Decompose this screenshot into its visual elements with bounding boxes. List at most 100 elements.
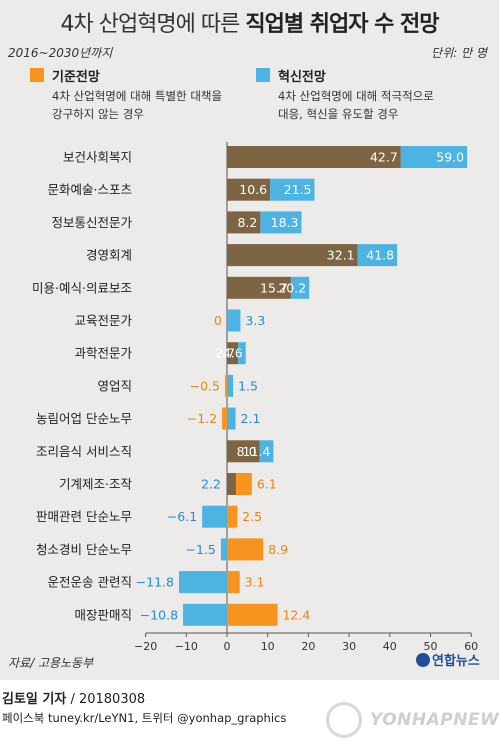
watermark: YONHAPNEWS <box>320 700 499 744</box>
data-label-base: 2.5 <box>242 509 262 524</box>
data-label-innov: −11.8 <box>136 575 174 590</box>
bar-innov <box>260 211 302 234</box>
bar-overlap <box>227 244 358 267</box>
data-label-base: 8.2 <box>237 215 257 230</box>
bar-overlap <box>227 440 260 463</box>
bar-chart: −20 −10 0 10 20 30 40 50 60 보건사회복지 42.7 59.0 문화예술·스포… <box>32 142 478 653</box>
bar-innov <box>400 146 468 168</box>
x-tick-label: 40 <box>383 640 397 653</box>
category-label: 정보통신전문가 <box>51 215 132 230</box>
legend-innov-desc-line2: 대응, 혁신을 유도할 경우 <box>278 107 399 121</box>
legend-innov-desc: 4차 산업혁명에 대해 적극적으로 대응, 혁신을 유도할 경우 <box>278 87 478 123</box>
bar-innov <box>220 538 227 561</box>
watermark-circle-icon <box>326 702 362 738</box>
data-label-base: 10.6 <box>239 182 267 197</box>
category-label: 판매관련 단순노무 <box>36 509 132 524</box>
unit-label: 단위: 만 명 <box>431 46 487 60</box>
bar-overlap <box>227 473 236 495</box>
title-bold: 직업별 취업자 수 전망 <box>245 12 439 37</box>
legend-base-label: 기준전망 <box>52 70 100 85</box>
bar-innov <box>227 407 236 430</box>
reporter-line: 김토일 기자 / 20180308 <box>2 688 145 707</box>
data-label-innov: 1.5 <box>238 378 258 393</box>
yonhap-logo: 연합뉴스 <box>416 650 480 669</box>
data-label-innov: 2.2 <box>201 477 221 492</box>
bar-base <box>227 571 240 594</box>
x-tick-label: 30 <box>342 640 356 653</box>
bar-innov <box>259 440 274 463</box>
data-label-innov: 2.1 <box>241 411 261 426</box>
bar-base <box>235 473 252 495</box>
infographic-background <box>0 0 499 680</box>
bar-overlap <box>227 146 401 168</box>
data-label-base: −0.5 <box>190 378 220 393</box>
reporter-name: 김토일 기자 <box>2 692 67 707</box>
x-tick-label: 0 <box>224 640 231 653</box>
x-tick-label: 60 <box>464 640 478 653</box>
data-label-innov: 4.6 <box>223 346 243 361</box>
watermark-text: YONHAPNEWS <box>370 710 499 730</box>
bar-innov <box>290 276 310 299</box>
category-label: 경영회계 <box>86 248 132 263</box>
data-label-base: 12.4 <box>282 607 310 622</box>
data-label-innov: 3.3 <box>245 313 265 328</box>
legend-innov-swatch <box>256 68 270 82</box>
bar-innov <box>227 309 241 332</box>
data-label-innov: −10.8 <box>140 607 178 622</box>
x-tick-label: −10 <box>175 640 198 653</box>
data-label-innov: 41.8 <box>366 248 394 263</box>
category-label: 문화예술·스포츠 <box>48 182 132 197</box>
category-label: 기계제조·조작 <box>59 477 132 492</box>
x-tick-label: 20 <box>301 640 315 653</box>
category-label: 영업직 <box>97 378 132 393</box>
legend-innov-label: 혁신전망 <box>278 70 326 85</box>
data-label-innov: 11.4 <box>243 444 271 459</box>
bar-base <box>227 505 238 528</box>
bar-overlap <box>227 342 238 365</box>
data-label-innov: 21.5 <box>284 182 312 197</box>
category-label: 청소경비 단순노무 <box>36 542 132 557</box>
data-label-base: 42.7 <box>370 150 398 165</box>
category-label: 매장판매직 <box>74 607 132 622</box>
bar-innov <box>202 505 227 528</box>
data-label-base: 15.7 <box>260 280 288 295</box>
data-label-base: 0 <box>214 313 222 328</box>
bar-base <box>222 407 227 430</box>
legend-base-desc-line1: 4차 산업혁명에 대해 특별한 대책을 <box>52 89 223 103</box>
chart-title: 4차 산업혁명에 따른 직업별 취업자 수 전망 <box>0 6 499 38</box>
bar-overlap <box>227 211 261 234</box>
data-label-base: 2.7 <box>215 346 235 361</box>
category-label: 과학전문가 <box>74 346 132 361</box>
data-label-innov: 18.3 <box>271 215 299 230</box>
data-label-base: −1.2 <box>187 411 217 426</box>
bar-innov <box>270 178 315 201</box>
data-label-base: 32.1 <box>327 248 355 263</box>
data-label-base: 8.9 <box>268 542 288 557</box>
logo-mark-icon <box>416 653 430 667</box>
legend-base-desc-line2: 강구하지 않는 경우 <box>52 107 144 121</box>
data-label-base: 3.1 <box>245 575 265 590</box>
category-label: 보건사회복지 <box>63 150 132 165</box>
period-label: 2016~2030년까지 <box>8 46 113 60</box>
category-label: 농림어업 단순노무 <box>36 411 132 426</box>
data-label-base: 6.1 <box>257 477 277 492</box>
source-note: 자료/ 고용노동부 <box>8 656 94 670</box>
bar-overlap <box>227 276 291 299</box>
data-label-innov: −6.1 <box>167 509 197 524</box>
data-label-innov: −1.5 <box>186 542 216 557</box>
title-light: 4차 산업혁명에 따른 <box>60 12 240 37</box>
bar-innov <box>183 603 227 626</box>
category-label: 교육전문가 <box>74 313 132 328</box>
legend-base-swatch <box>30 68 44 82</box>
x-tick-label: −20 <box>134 640 157 653</box>
bar-innov <box>227 374 234 397</box>
data-label-base: 8.0 <box>237 444 257 459</box>
bar-overlap <box>227 178 271 201</box>
bar-innov <box>357 244 398 267</box>
category-label: 조리음식 서비스직 <box>36 444 132 459</box>
social-links: 페이스북 tuney.kr/LeYN1, 트위터 @yonhap_graphic… <box>2 711 287 725</box>
bar-innov <box>178 571 227 594</box>
bar-innov <box>237 342 246 365</box>
x-tick-label: 10 <box>261 640 275 653</box>
bar-base <box>227 603 278 626</box>
